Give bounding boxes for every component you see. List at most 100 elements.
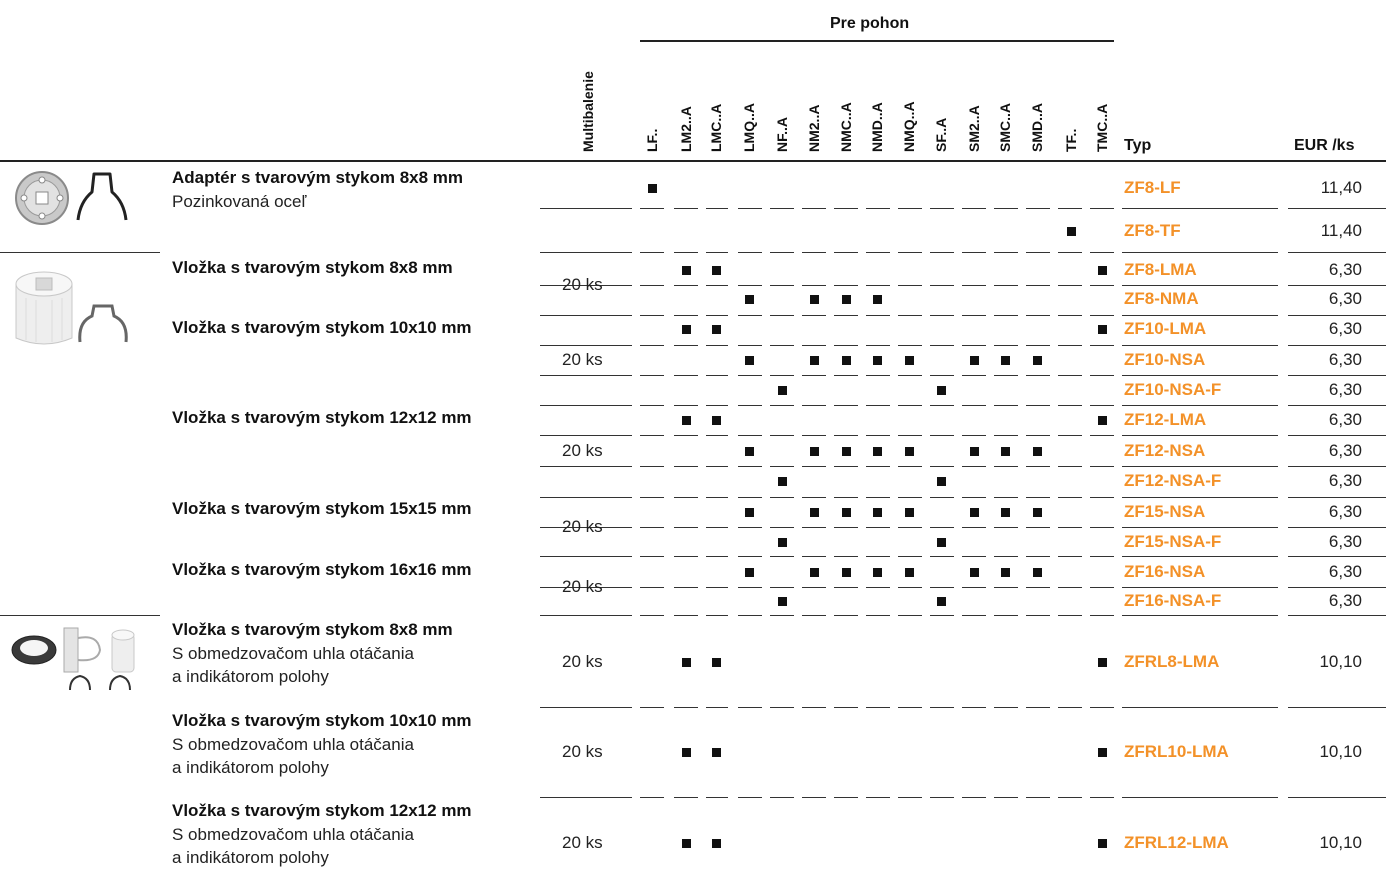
row-rule-segment — [834, 405, 858, 406]
row-rule-segment — [898, 797, 922, 798]
row-rule-segment — [540, 587, 632, 588]
row-rule-segment — [1090, 375, 1114, 376]
row-rule-segment — [802, 405, 826, 406]
header-rule — [0, 160, 1386, 162]
row-rule-segment — [962, 497, 986, 498]
type-code: ZFRL10-LMA — [1124, 742, 1229, 761]
row-rule-segment — [1288, 208, 1386, 209]
compatibility-mark — [810, 568, 819, 577]
row-rule-segment — [770, 797, 794, 798]
row-rule-segment — [834, 466, 858, 467]
row-rule-segment — [994, 375, 1018, 376]
pack-quantity: 20 ks — [562, 742, 603, 761]
unit-price: 6,30 — [1328, 502, 1362, 521]
retaining-clip-icon — [76, 172, 128, 221]
row-rule-segment — [770, 615, 794, 616]
row-rule-segment — [640, 615, 664, 616]
row-rule-segment — [1122, 497, 1278, 498]
product-name: Vložka s tvarovým stykom 8x8 mm — [172, 258, 453, 277]
multibalenie-header: Multibalenie — [580, 71, 596, 152]
row-rule-segment — [640, 375, 664, 376]
row-rule-segment — [930, 707, 954, 708]
row-rule-segment — [1288, 615, 1386, 616]
row-rule-segment — [640, 435, 664, 436]
row-rule-segment — [834, 315, 858, 316]
insert-icon — [15, 271, 73, 345]
compatibility-mark — [873, 568, 882, 577]
row-rule-segment — [1090, 405, 1114, 406]
row-rule-segment — [994, 556, 1018, 557]
row-rule-segment — [540, 285, 632, 286]
compatibility-mark — [745, 508, 754, 517]
compatibility-mark — [1001, 508, 1010, 517]
row-rule-segment — [898, 208, 922, 209]
row-rule-segment — [674, 375, 698, 376]
compatibility-mark — [810, 508, 819, 517]
row-rule-segment — [1122, 345, 1278, 346]
row-rule-segment — [674, 315, 698, 316]
compatibility-mark — [778, 386, 787, 395]
row-rule-segment — [930, 375, 954, 376]
adapter-clip-image — [15, 171, 128, 225]
compatibility-mark — [1001, 568, 1010, 577]
row-rule-segment — [866, 527, 890, 528]
compatibility-mark — [745, 356, 754, 365]
type-code: ZF8-LMA — [1124, 260, 1197, 279]
row-rule-segment — [962, 615, 986, 616]
row-rule-segment — [1090, 527, 1114, 528]
row-rule-segment — [540, 466, 632, 467]
row-rule-segment — [1058, 252, 1082, 253]
row-rule-segment — [674, 707, 698, 708]
product-description: a indikátorom polohy — [172, 848, 329, 867]
row-rule-segment — [706, 252, 728, 253]
row-rule-segment — [834, 497, 858, 498]
row-rule-segment — [770, 497, 794, 498]
row-rule-segment — [706, 556, 728, 557]
row-rule-segment — [674, 405, 698, 406]
row-rule-segment — [834, 345, 858, 346]
indicator-icon — [63, 627, 102, 673]
type-code: ZF16-NSA — [1124, 562, 1206, 581]
row-rule-segment — [640, 285, 664, 286]
row-rule-segment — [802, 345, 826, 346]
row-rule-segment — [1122, 556, 1278, 557]
row-rule-segment — [540, 707, 632, 708]
compatibility-mark — [712, 658, 721, 667]
row-rule-segment — [1026, 285, 1050, 286]
row-rule-segment — [1090, 797, 1114, 798]
compatibility-mark — [778, 538, 787, 547]
row-rule-segment — [1058, 285, 1082, 286]
compatibility-mark — [873, 447, 882, 456]
row-rule-segment — [962, 285, 986, 286]
row-rule-segment — [930, 466, 954, 467]
unit-price: 6,30 — [1328, 350, 1362, 369]
row-rule-segment — [898, 405, 922, 406]
row-rule-segment — [866, 315, 890, 316]
compatibility-mark — [778, 597, 787, 606]
row-rule-segment — [738, 527, 762, 528]
drive-header-nmca: NMC..A — [838, 102, 854, 152]
row-rule-segment — [994, 285, 1018, 286]
type-code: ZF12-NSA — [1124, 441, 1206, 460]
type-code: ZF15-NSA-F — [1124, 532, 1222, 551]
row-rule-segment — [962, 466, 986, 467]
compatibility-mark — [1001, 447, 1010, 456]
row-rule-segment — [866, 345, 890, 346]
row-rule-segment — [674, 797, 698, 798]
type-code: ZF8-NMA — [1124, 289, 1199, 308]
row-rule-segment — [540, 375, 632, 376]
compatibility-mark — [1098, 839, 1107, 848]
row-rule-segment — [962, 208, 986, 209]
unit-price: 6,30 — [1328, 289, 1362, 308]
compatibility-mark — [842, 356, 851, 365]
row-rule-segment — [674, 615, 698, 616]
unit-price: 6,30 — [1328, 562, 1362, 581]
row-rule-segment — [1090, 556, 1114, 557]
row-rule-segment — [866, 252, 890, 253]
row-rule-segment — [1090, 208, 1114, 209]
compatibility-mark — [937, 477, 946, 486]
row-rule-segment — [1122, 707, 1278, 708]
row-rule-segment — [994, 208, 1018, 209]
row-rule-segment — [1090, 315, 1114, 316]
row-rule-segment — [994, 405, 1018, 406]
